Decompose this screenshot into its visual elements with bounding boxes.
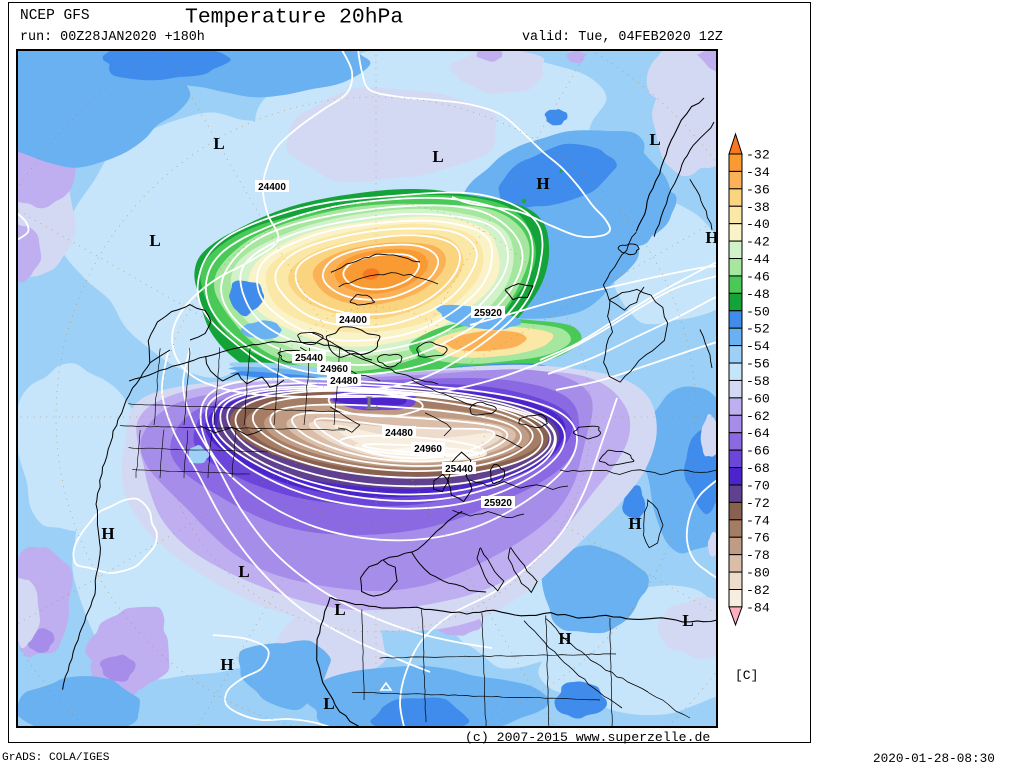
svg-text:-70: -70	[746, 478, 770, 493]
svg-text:L: L	[238, 562, 249, 581]
svg-text:-66: -66	[746, 444, 770, 459]
svg-text:24960: 24960	[414, 444, 442, 455]
svg-text:-64: -64	[746, 426, 770, 441]
svg-text:-60: -60	[746, 391, 770, 406]
svg-text:25440: 25440	[295, 353, 323, 364]
svg-text:H: H	[536, 174, 549, 193]
svg-text:L: L	[682, 611, 693, 630]
svg-text:Temperature 20hPa: Temperature 20hPa	[185, 6, 403, 30]
svg-text:-54: -54	[746, 339, 770, 354]
svg-text:-68: -68	[746, 461, 770, 476]
svg-text:-50: -50	[746, 304, 770, 319]
svg-text:NCEP GFS: NCEP GFS	[20, 8, 90, 24]
svg-text:-42: -42	[746, 235, 770, 250]
svg-text:-32: -32	[746, 148, 770, 163]
svg-text:-48: -48	[746, 287, 770, 302]
svg-text:-40: -40	[746, 217, 770, 232]
svg-text:24480: 24480	[330, 376, 358, 387]
svg-text:-72: -72	[746, 496, 770, 511]
svg-text:24400: 24400	[258, 182, 286, 193]
svg-text:24400: 24400	[339, 315, 367, 326]
svg-text:2020-01-28-08:30: 2020-01-28-08:30	[873, 751, 995, 766]
svg-text:24480: 24480	[385, 428, 413, 439]
svg-text:H: H	[101, 524, 114, 543]
svg-text:25920: 25920	[474, 308, 502, 319]
svg-text:run: 00Z28JAN2020 +180h: run: 00Z28JAN2020 +180h	[20, 30, 205, 45]
svg-text:-38: -38	[746, 200, 770, 215]
svg-text:25440: 25440	[445, 464, 473, 475]
svg-text:-46: -46	[746, 269, 770, 284]
svg-text:H: H	[628, 514, 641, 533]
svg-text:-36: -36	[746, 182, 770, 197]
svg-text:H: H	[220, 655, 233, 674]
svg-text:(c) 2007-2015 www.superzelle.d: (c) 2007-2015 www.superzelle.de	[465, 730, 710, 745]
svg-text:-44: -44	[746, 252, 770, 267]
svg-text:-74: -74	[746, 513, 770, 528]
svg-text:L: L	[334, 600, 345, 619]
svg-text:[C]: [C]	[735, 668, 758, 683]
svg-text:GrADS: COLA/IGES: GrADS: COLA/IGES	[2, 752, 110, 764]
svg-text:H: H	[558, 629, 571, 648]
svg-text:24960: 24960	[320, 364, 348, 375]
svg-text:L: L	[213, 134, 224, 153]
svg-text:-80: -80	[746, 566, 770, 581]
svg-text:-56: -56	[746, 357, 770, 372]
svg-text:-84: -84	[746, 600, 770, 615]
svg-text:25920: 25920	[484, 498, 512, 509]
svg-text:L: L	[649, 130, 660, 149]
svg-text:-62: -62	[746, 409, 770, 424]
svg-text:-58: -58	[746, 374, 770, 389]
svg-text:-34: -34	[746, 165, 770, 180]
svg-text:valid: Tue, 04FEB2020 12Z: valid: Tue, 04FEB2020 12Z	[522, 30, 723, 45]
svg-text:-78: -78	[746, 548, 770, 563]
svg-text:L: L	[366, 393, 379, 414]
svg-text:-76: -76	[746, 531, 770, 546]
svg-text:L: L	[323, 694, 334, 713]
svg-text:L: L	[149, 231, 160, 250]
svg-text:-52: -52	[746, 322, 770, 337]
svg-text:-82: -82	[746, 583, 770, 598]
svg-text:L: L	[432, 147, 443, 166]
svg-text:H: H	[705, 228, 718, 247]
